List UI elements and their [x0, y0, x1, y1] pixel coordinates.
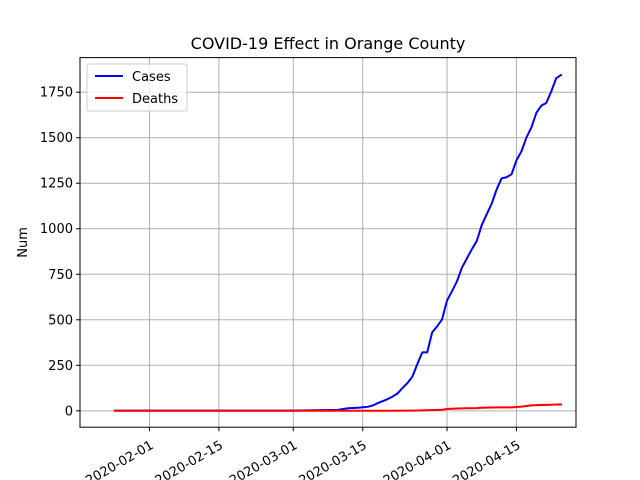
x-tick-label: 2020-02-01 — [83, 438, 156, 480]
series-lines — [113, 73, 563, 412]
x-tick-label: 2020-03-15 — [297, 438, 370, 480]
y-ticks: 0 250 500 750 1000 1250 1500 1750 — [40, 86, 80, 419]
y-tick-label: 1000 — [40, 222, 73, 237]
x-tick-label: 2020-04-15 — [450, 438, 523, 480]
y-tick-label: 1250 — [40, 177, 73, 192]
y-tick-label: 250 — [48, 359, 73, 374]
grid — [80, 57, 576, 428]
y-tick-label: 0 — [65, 404, 73, 419]
y-tick-label: 500 — [48, 313, 73, 328]
x-tick-label: 2020-03-01 — [227, 438, 300, 480]
y-tick-label: 750 — [48, 268, 73, 283]
series-line-deaths — [113, 403, 563, 412]
x-tick-label: 2020-04-01 — [381, 438, 454, 480]
legend-label-cases: Cases — [132, 70, 171, 85]
plot-frame — [79, 57, 577, 428]
y-tick-label: 1750 — [40, 86, 73, 101]
chart-title: COVID-19 Effect in Orange County — [191, 34, 466, 53]
y-axis-label: Num — [16, 227, 31, 258]
legend-label-deaths: Deaths — [132, 92, 178, 107]
y-tick-label: 1500 — [40, 131, 73, 146]
legend: Cases Deaths — [86, 63, 188, 112]
x-tick-label: 2020-02-15 — [153, 438, 226, 480]
series-line-cases — [113, 73, 563, 412]
